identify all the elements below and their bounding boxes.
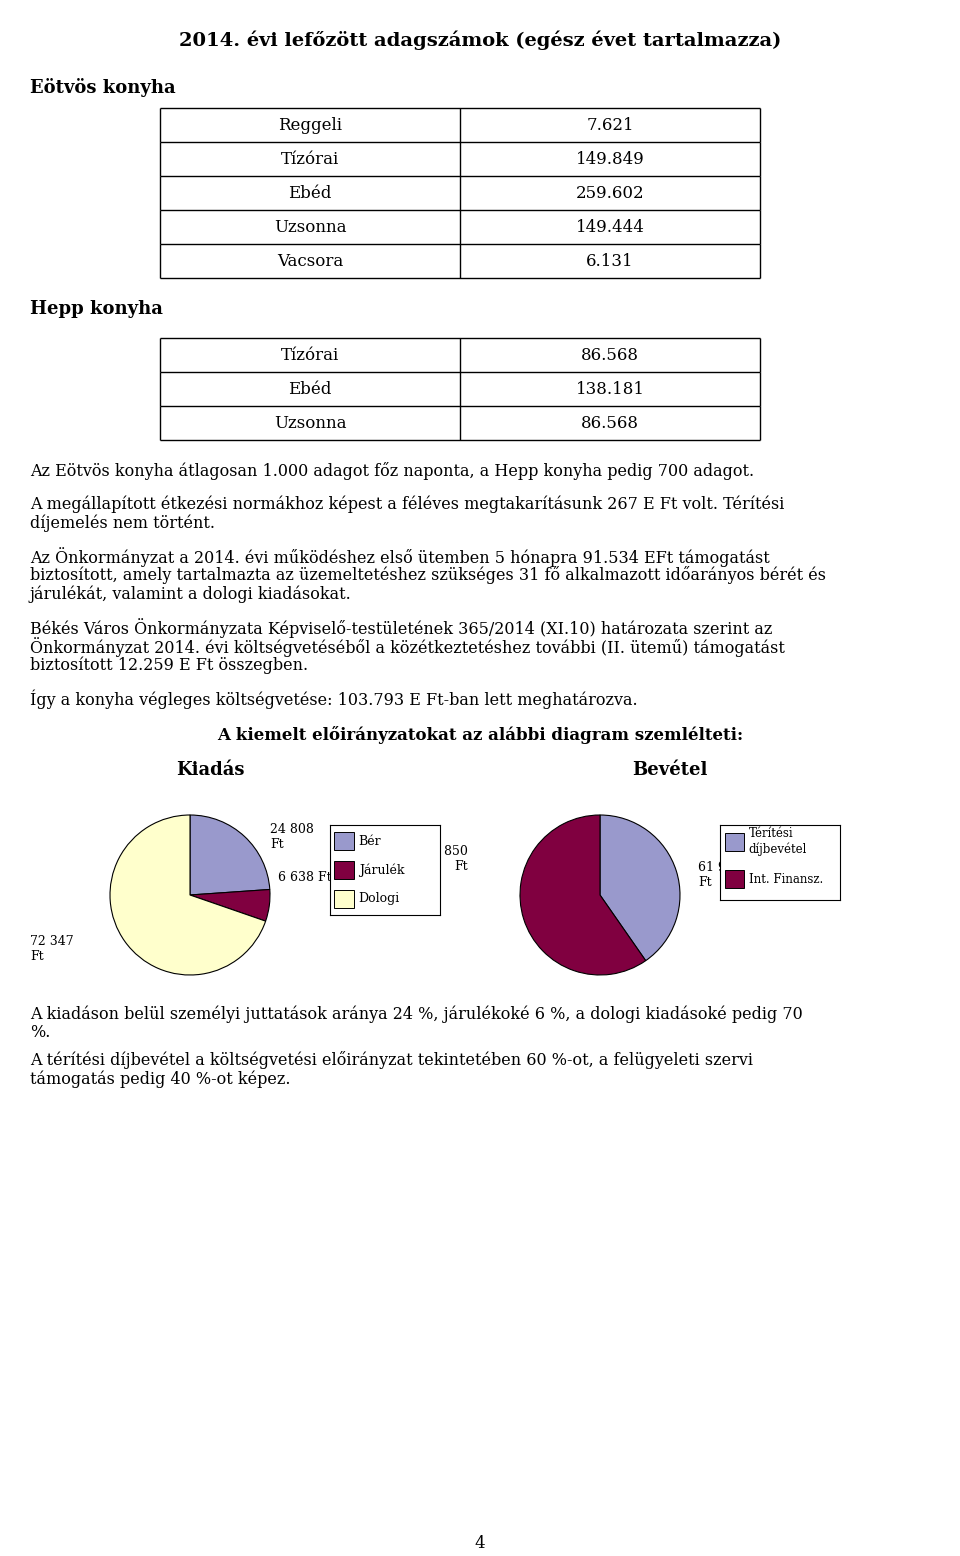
Text: 72 347
Ft: 72 347 Ft — [30, 935, 74, 963]
Text: Int. Finansz.: Int. Finansz. — [749, 873, 823, 885]
Text: 4: 4 — [474, 1536, 486, 1551]
Text: A kiemelt előirányzatokat az alábbi diagram szemlélteti:: A kiemelt előirányzatokat az alábbi diag… — [217, 727, 743, 744]
Text: 24 808
Ft: 24 808 Ft — [270, 823, 314, 851]
Text: biztosított, amely tartalmazta az üzemeltetéshez szükséges 31 fő alkalmazott idő: biztosított, amely tartalmazta az üzemel… — [30, 566, 826, 584]
Text: támogatás pedig 40 %-ot képez.: támogatás pedig 40 %-ot képez. — [30, 1071, 291, 1088]
Text: 149.444: 149.444 — [576, 218, 644, 235]
Text: 149.849: 149.849 — [576, 151, 644, 168]
Text: Így a konyha végleges költségvetése: 103.793 E Ft-ban lett meghatározva.: Így a konyha végleges költségvetése: 103… — [30, 689, 637, 708]
Text: Az Önkormányzat a 2014. évi működéshez első ütemben 5 hónapra 91.534 EFt támogat: Az Önkormányzat a 2014. évi működéshez e… — [30, 548, 770, 566]
Text: %.: %. — [30, 1024, 50, 1041]
Wedge shape — [190, 890, 270, 921]
Text: 86.568: 86.568 — [581, 347, 639, 364]
Text: Békés Város Önkormányzata Képviselő-testületének 365/2014 (XI.10) határozata sze: Békés Város Önkormányzata Képviselő-test… — [30, 618, 773, 638]
Wedge shape — [110, 815, 266, 976]
Text: A megállapított étkezési normákhoz képest a féléves megtakarításunk 267 E Ft vol: A megállapított étkezési normákhoz képes… — [30, 495, 784, 512]
Text: 259.602: 259.602 — [576, 185, 644, 201]
Text: Reggeli: Reggeli — [278, 117, 342, 134]
Text: Bevétel: Bevétel — [633, 761, 708, 780]
Text: 41 850
Ft: 41 850 Ft — [424, 845, 468, 873]
Text: Ebéd: Ebéd — [288, 381, 332, 397]
Text: Tízórai: Tízórai — [281, 347, 339, 364]
Text: Dologi: Dologi — [359, 892, 400, 906]
Text: 138.181: 138.181 — [575, 381, 644, 397]
Bar — [334, 890, 354, 907]
Text: 86.568: 86.568 — [581, 414, 639, 431]
Text: Tízórai: Tízórai — [281, 151, 339, 168]
Text: 6.131: 6.131 — [587, 252, 634, 269]
Text: Önkormányzat 2014. évi költségvetéséből a közétkeztetéshez további (II. ütemű) t: Önkormányzat 2014. évi költségvetéséből … — [30, 636, 785, 657]
Text: Uzsonna: Uzsonna — [274, 218, 347, 235]
Bar — [725, 870, 744, 888]
Text: Hepp konyha: Hepp konyha — [30, 300, 163, 317]
Text: 7.621: 7.621 — [587, 117, 634, 134]
Text: Uzsonna: Uzsonna — [274, 414, 347, 431]
Text: Járulék: Járulék — [359, 864, 404, 876]
Text: 6 638 Ft: 6 638 Ft — [278, 870, 331, 884]
Bar — [334, 832, 354, 850]
Wedge shape — [520, 815, 646, 976]
Text: 2014. évi lefőzött adagszámok (egész évet tartalmazza): 2014. évi lefőzött adagszámok (egész éve… — [179, 30, 781, 50]
Text: díjemelés nem történt.: díjemelés nem történt. — [30, 513, 215, 532]
Wedge shape — [600, 815, 680, 960]
Text: Kiadás: Kiadás — [176, 761, 244, 780]
Text: A térítési díjbevétel a költségvetési előirányzat tekintetében 60 %-ot, a felügy: A térítési díjbevétel a költségvetési el… — [30, 1050, 753, 1069]
Text: Az Eötvös konyha átlagosan 1.000 adagot főz naponta, a Hepp konyha pedig 700 ada: Az Eötvös konyha átlagosan 1.000 adagot … — [30, 462, 755, 479]
Text: 61 943
Ft: 61 943 Ft — [698, 860, 742, 888]
Wedge shape — [190, 815, 270, 895]
Text: biztosított 12.259 E Ft összegben.: biztosított 12.259 E Ft összegben. — [30, 657, 308, 674]
Text: Vacsora: Vacsora — [276, 252, 343, 269]
Text: Ebéd: Ebéd — [288, 185, 332, 201]
Text: A kiadáson belül személyi juttatások aránya 24 %, járulékoké 6 %, a dologi kiadá: A kiadáson belül személyi juttatások ará… — [30, 1005, 803, 1022]
Text: járulékát, valamint a dologi kiadásokat.: járulékát, valamint a dologi kiadásokat. — [30, 585, 351, 602]
Text: Térítési
díjbevétel: Térítési díjbevétel — [749, 828, 807, 856]
Bar — [334, 860, 354, 879]
Bar — [725, 832, 744, 851]
Text: Eötvös konyha: Eötvös konyha — [30, 78, 176, 96]
Text: Bér: Bér — [359, 834, 381, 848]
